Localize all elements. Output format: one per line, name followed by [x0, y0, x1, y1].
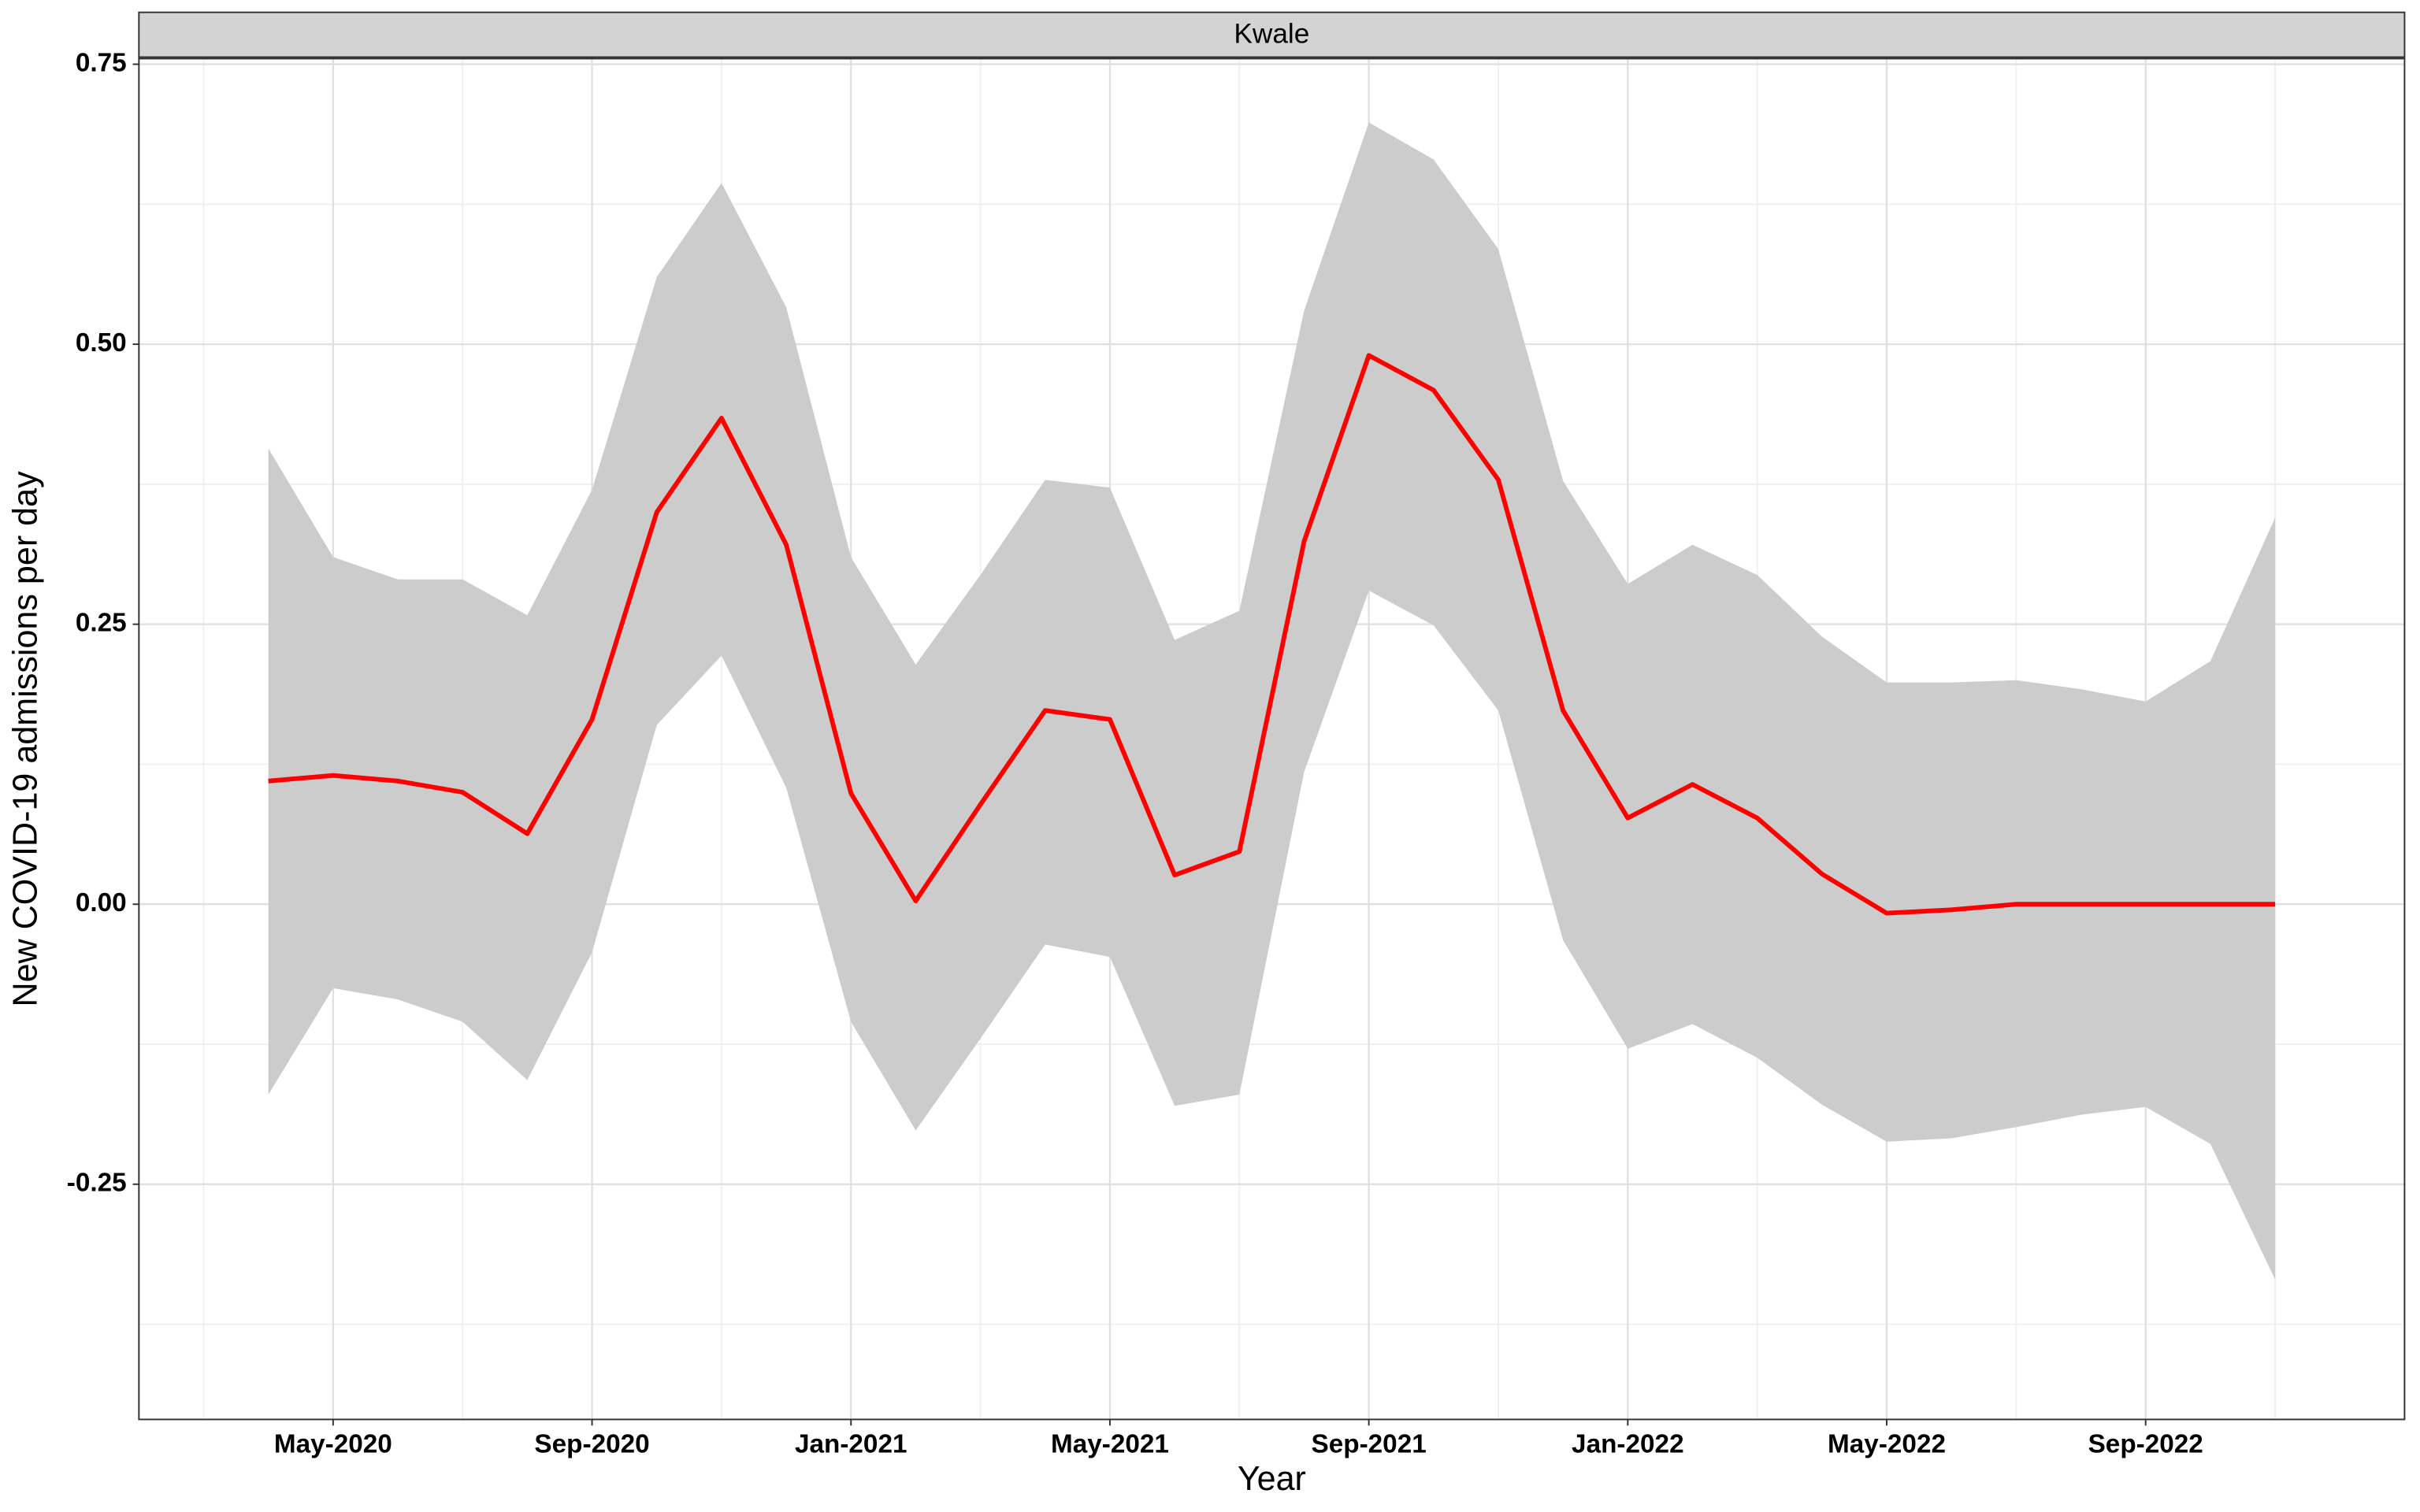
- x-tick-label: Sep-2022: [2088, 1430, 2203, 1459]
- y-axis-title: New COVID-19 admissions per day: [7, 471, 45, 1007]
- y-tick-label: 0.00: [76, 888, 127, 917]
- x-tick-label: Sep-2020: [534, 1430, 649, 1459]
- x-tick-label: Jan-2022: [1572, 1430, 1684, 1459]
- panel-border: [138, 57, 2406, 1421]
- y-tick-label: 0.25: [76, 608, 127, 637]
- plot-area: [268, 122, 2276, 1280]
- x-tick-label: Sep-2021: [1312, 1430, 1427, 1459]
- y-tick-label: 0.75: [76, 48, 127, 77]
- facet-title: Kwale: [1234, 18, 1309, 49]
- x-tick-label: May-2020: [274, 1430, 392, 1459]
- x-axis-title: Year: [1238, 1460, 1306, 1498]
- y-tick-label: -0.25: [67, 1169, 127, 1198]
- x-tick-label: May-2022: [1828, 1430, 1946, 1459]
- x-tick-label: May-2021: [1051, 1430, 1169, 1459]
- line: [268, 353, 2276, 916]
- facet-strip: [138, 11, 2406, 58]
- y-tick-label: 0.50: [76, 328, 127, 358]
- x-tick-label: Jan-2021: [795, 1430, 908, 1459]
